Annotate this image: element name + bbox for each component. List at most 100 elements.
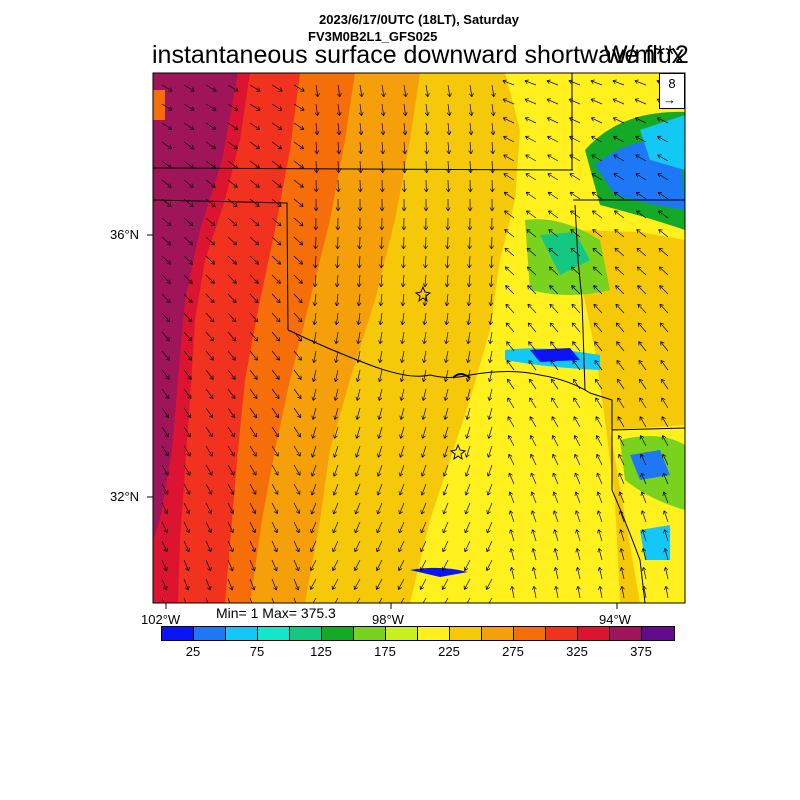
wind-arrow (419, 578, 427, 590)
wind-arrow (161, 464, 169, 476)
wind-arrow (490, 103, 496, 117)
wind-arrow (616, 378, 625, 390)
wind-arrow (227, 483, 235, 495)
wind-arrow (183, 502, 191, 514)
wind-arrow (354, 521, 361, 534)
wind-arrow (467, 236, 472, 250)
colorbar-segment (450, 627, 482, 640)
wind-arrow (421, 426, 427, 439)
map-frame (152, 72, 686, 604)
wind-arrow (550, 378, 559, 390)
wind-arrow (359, 84, 364, 98)
wind-arrow (464, 483, 471, 496)
wind-arrow (293, 160, 304, 169)
wind-arrow (399, 407, 405, 420)
wind-arrow (552, 491, 559, 504)
wind-arrow (375, 559, 383, 572)
wind-arrow (661, 416, 669, 428)
wind-arrow (161, 578, 168, 591)
wind-arrow (377, 445, 383, 458)
wind-arrow (443, 426, 449, 439)
wind-arrow (205, 141, 217, 150)
wind-arrow (161, 350, 170, 361)
wind-arrow (639, 435, 647, 447)
wind-arrow (466, 331, 471, 345)
wind-arrow (183, 388, 192, 400)
wind-arrow (161, 179, 172, 188)
wind-arrow (401, 179, 407, 193)
wind-arrow (525, 135, 537, 143)
colorbar-segment (418, 627, 450, 640)
wind-arrow (574, 453, 581, 466)
wind-arrow (446, 103, 452, 117)
wind-arrow (489, 255, 494, 269)
wind-arrow (524, 98, 537, 105)
wind-arrow (293, 407, 302, 419)
wind-arrow (205, 198, 216, 207)
wind-arrow (398, 521, 405, 534)
wind-arrow (183, 483, 191, 495)
wind-arrow (525, 154, 537, 162)
wind-arrow (640, 491, 647, 504)
wind-arrow (227, 369, 236, 380)
wind-arrow (593, 285, 603, 295)
wind-arrow (467, 179, 473, 193)
wind-arrow (423, 217, 429, 231)
wind-arrow (569, 135, 581, 143)
wind-arrow (377, 407, 383, 420)
wind-arrow (550, 341, 559, 352)
wind-arrow (596, 453, 603, 466)
wind-arrow (464, 502, 471, 515)
colorbar-label: 75 (249, 644, 265, 659)
wind-arrow (619, 529, 625, 542)
wind-arrow (619, 548, 625, 561)
wind-arrow (595, 416, 603, 428)
wind-arrow (570, 229, 581, 238)
wind-arrow (355, 407, 361, 420)
wind-arrow (309, 578, 317, 590)
wind-arrow (527, 322, 537, 333)
wind-arrow (443, 369, 449, 382)
wind-arrow (657, 173, 669, 181)
wind-arrow (379, 198, 385, 212)
wind-arrow (507, 435, 515, 447)
wind-arrow (489, 217, 495, 231)
wind-vectors (161, 79, 669, 603)
wind-arrow (161, 141, 173, 150)
wind-arrow (183, 369, 192, 380)
wind-arrow (657, 135, 669, 143)
wind-arrow (464, 540, 471, 553)
colorbar-segment (546, 627, 578, 640)
wind-arrow (334, 293, 340, 307)
wind-arrow (271, 464, 279, 476)
wind-arrow (227, 198, 238, 207)
wind-arrow (333, 369, 339, 382)
wind-arrow (293, 141, 305, 150)
wind-arrow (597, 548, 603, 561)
wind-arrow (552, 472, 559, 485)
wind-arrow (662, 491, 669, 504)
wind-arrow (205, 312, 215, 323)
wind-arrow (575, 548, 581, 561)
wind-arrow (399, 388, 405, 401)
wind-arrow (161, 312, 171, 323)
wind-arrow (551, 435, 559, 447)
wind-arrow (311, 407, 317, 420)
wind-arrow (487, 388, 493, 401)
wind-arrow (271, 274, 281, 284)
wind-arrow (508, 510, 515, 523)
wind-arrow (311, 388, 317, 401)
colorbar-segment (610, 627, 642, 640)
colorbar-segment (322, 627, 354, 640)
wind-arrow (504, 210, 515, 219)
wind-arrow (616, 341, 625, 352)
wind-arrow (509, 567, 515, 580)
wind-arrow (466, 597, 471, 603)
wind-arrow (636, 229, 647, 238)
wind-arrow (310, 540, 317, 553)
wind-arrow (572, 360, 581, 371)
wind-arrow (183, 274, 193, 284)
wind-arrow (620, 585, 625, 599)
wind-arrow (379, 179, 385, 193)
axis-ticks (147, 234, 618, 609)
